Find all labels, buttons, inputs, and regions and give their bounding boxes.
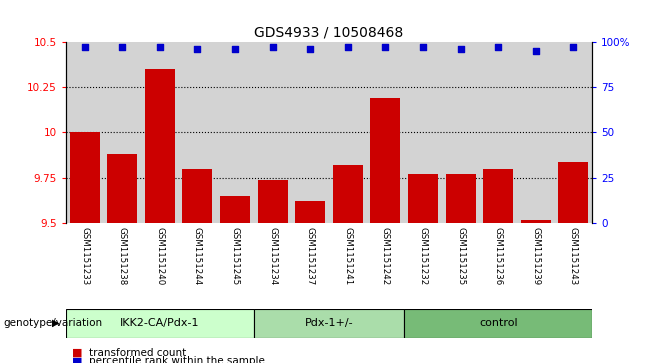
Bar xyxy=(483,169,513,223)
Bar xyxy=(254,309,404,338)
Bar xyxy=(555,42,592,223)
Bar xyxy=(559,162,588,223)
Bar xyxy=(70,132,99,223)
Text: control: control xyxy=(479,318,517,328)
Point xyxy=(418,44,428,50)
Text: GSM1151245: GSM1151245 xyxy=(230,227,240,285)
Bar xyxy=(442,42,480,223)
Bar xyxy=(257,180,288,223)
Bar xyxy=(520,220,551,223)
Text: GSM1151240: GSM1151240 xyxy=(155,227,164,285)
Text: GSM1151234: GSM1151234 xyxy=(268,227,277,285)
Point xyxy=(380,44,391,50)
Point xyxy=(117,44,128,50)
Bar xyxy=(329,42,367,223)
Point xyxy=(192,46,203,52)
Text: GSM1151244: GSM1151244 xyxy=(193,227,202,285)
Point xyxy=(455,46,466,52)
Bar xyxy=(107,154,138,223)
Text: transformed count: transformed count xyxy=(89,348,186,358)
Text: GSM1151235: GSM1151235 xyxy=(456,227,465,285)
Bar xyxy=(295,201,325,223)
Point xyxy=(343,44,353,50)
Bar xyxy=(517,42,555,223)
Bar xyxy=(333,165,363,223)
Bar xyxy=(103,42,141,223)
Bar xyxy=(66,309,254,338)
Text: GSM1151239: GSM1151239 xyxy=(531,227,540,285)
Bar xyxy=(216,42,254,223)
Text: GSM1151242: GSM1151242 xyxy=(381,227,390,285)
Text: percentile rank within the sample: percentile rank within the sample xyxy=(89,356,265,363)
Bar xyxy=(178,42,216,223)
Text: ▶: ▶ xyxy=(52,318,60,328)
Bar xyxy=(408,174,438,223)
Text: ■: ■ xyxy=(72,356,83,363)
Bar xyxy=(220,196,250,223)
Point xyxy=(155,44,165,50)
Title: GDS4933 / 10508468: GDS4933 / 10508468 xyxy=(255,25,403,39)
Bar xyxy=(480,42,517,223)
Text: GSM1151232: GSM1151232 xyxy=(418,227,428,285)
Text: IKK2-CA/Pdx-1: IKK2-CA/Pdx-1 xyxy=(120,318,199,328)
Bar xyxy=(254,42,291,223)
Bar xyxy=(404,309,592,338)
Point xyxy=(568,44,578,50)
Point xyxy=(530,48,541,54)
Point xyxy=(80,44,90,50)
Point xyxy=(305,46,315,52)
Point xyxy=(493,44,503,50)
Bar xyxy=(445,174,476,223)
Bar xyxy=(404,42,442,223)
Bar xyxy=(367,42,404,223)
Text: genotype/variation: genotype/variation xyxy=(3,318,103,328)
Bar xyxy=(145,69,175,223)
Bar xyxy=(370,98,401,223)
Bar xyxy=(182,169,213,223)
Bar xyxy=(291,42,329,223)
Text: GSM1151241: GSM1151241 xyxy=(343,227,352,285)
Text: GSM1151238: GSM1151238 xyxy=(118,227,127,285)
Text: GSM1151233: GSM1151233 xyxy=(80,227,89,285)
Text: Pdx-1+/-: Pdx-1+/- xyxy=(305,318,353,328)
Bar xyxy=(141,42,178,223)
Point xyxy=(230,46,240,52)
Text: GSM1151243: GSM1151243 xyxy=(569,227,578,285)
Bar xyxy=(66,42,103,223)
Point xyxy=(267,44,278,50)
Text: GSM1151236: GSM1151236 xyxy=(494,227,503,285)
Text: ■: ■ xyxy=(72,348,83,358)
Text: GSM1151237: GSM1151237 xyxy=(306,227,315,285)
